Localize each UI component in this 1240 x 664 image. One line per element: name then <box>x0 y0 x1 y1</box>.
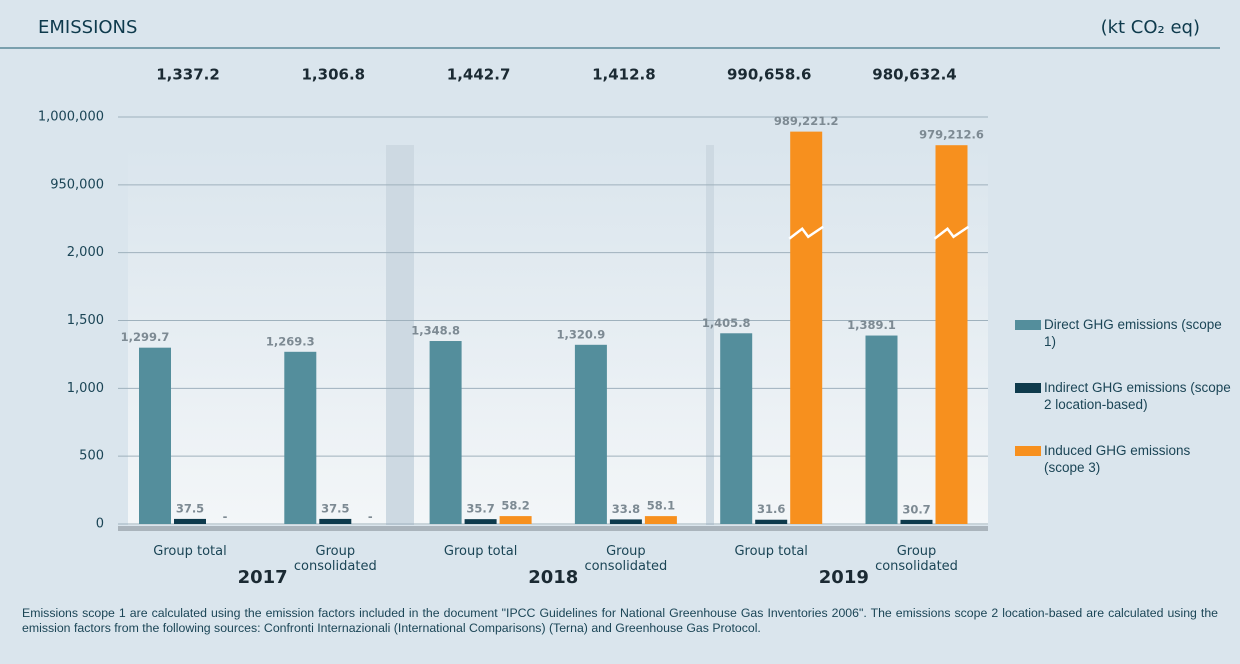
legend-label: Indirect GHG emissions (scope 2 location… <box>1044 380 1231 412</box>
footnote: Emissions scope 1 are calculated using t… <box>22 606 1218 635</box>
unit-label: (kt CO₂ eq) <box>1101 17 1200 38</box>
bar <box>755 519 788 524</box>
break-mark <box>933 225 970 240</box>
value-label: 1,348.8 <box>411 324 460 338</box>
y-tick-label: 950,000 <box>50 177 104 192</box>
bar <box>900 519 933 524</box>
value-label: 37.5 <box>321 501 349 515</box>
y-tick-label: 1,500 <box>67 313 104 328</box>
value-label: 979,212.6 <box>919 128 984 142</box>
x-axis <box>118 526 988 531</box>
bar <box>499 516 532 524</box>
chart: EMISSIONS (kt CO₂ eq) 0 500 1,000 1,500 2,00… <box>0 17 1220 588</box>
legend-label: Direct GHG emissions (scope 1) <box>1044 317 1222 349</box>
year-label: 2019 <box>819 567 869 588</box>
bar <box>574 344 607 524</box>
chart-title: EMISSIONS <box>38 17 137 38</box>
value-label: 58.1 <box>647 499 675 513</box>
total-label: 1,306.8 <box>302 66 366 84</box>
total-label: 1,412.8 <box>592 66 656 84</box>
value-label: 31.6 <box>757 502 785 516</box>
value-label: - <box>368 510 373 524</box>
bar <box>790 131 823 525</box>
break-mark <box>788 225 824 240</box>
value-label: 58.2 <box>501 499 529 513</box>
bar <box>319 518 352 524</box>
bar <box>865 335 898 524</box>
x-tick-label: Group consolidated <box>293 544 377 574</box>
value-label: 1,320.9 <box>557 327 606 341</box>
total-label: 1,442.7 <box>447 66 511 84</box>
value-label: 989,221.2 <box>774 114 839 128</box>
legend-swatch <box>1015 383 1041 393</box>
bar <box>139 347 171 524</box>
y-tick-label: 1,000,000 <box>38 110 104 125</box>
x-tick-label: Group total <box>443 544 518 559</box>
value-label: 33.8 <box>612 502 640 516</box>
value-label: 1,389.1 <box>847 318 896 332</box>
y-tick-label: 2,000 <box>67 245 104 260</box>
legend-swatch <box>1015 320 1041 330</box>
bar <box>935 145 968 524</box>
total-label: 990,658.6 <box>727 66 811 84</box>
bar <box>644 516 677 524</box>
bar <box>284 351 317 524</box>
year-label: 2018 <box>528 567 578 588</box>
value-label: 1,269.3 <box>266 334 315 348</box>
legend-swatch <box>1015 446 1041 456</box>
year-band <box>414 145 706 525</box>
bar <box>429 341 462 524</box>
value-label: - <box>223 510 228 524</box>
legend-label: Induced GHG emissions (scope 3) <box>1044 443 1191 475</box>
value-label: 1,405.8 <box>702 316 751 330</box>
value-label: 35.7 <box>466 502 494 516</box>
x-tick-label: Group total <box>153 544 227 559</box>
total-label: 1,337.2 <box>156 66 220 84</box>
total-label: 980,632.4 <box>872 66 956 84</box>
bar <box>174 518 206 524</box>
y-tick-label: 1,000 <box>67 381 104 396</box>
bar <box>609 519 642 524</box>
y-tick-label: 0 <box>96 517 104 532</box>
value-label: 1,299.7 <box>121 330 170 344</box>
value-label: 37.5 <box>176 501 204 515</box>
bar <box>464 519 497 524</box>
year-label: 2017 <box>238 567 288 588</box>
y-tick-label: 500 <box>79 449 104 464</box>
bar <box>720 333 753 524</box>
year-separator <box>706 145 714 525</box>
x-tick-label: Group consolidated <box>584 544 668 574</box>
year-separator <box>386 145 414 525</box>
x-tick-label: Group consolidated <box>875 544 958 574</box>
x-tick-label: Group total <box>734 544 808 559</box>
value-label: 30.7 <box>902 502 930 516</box>
